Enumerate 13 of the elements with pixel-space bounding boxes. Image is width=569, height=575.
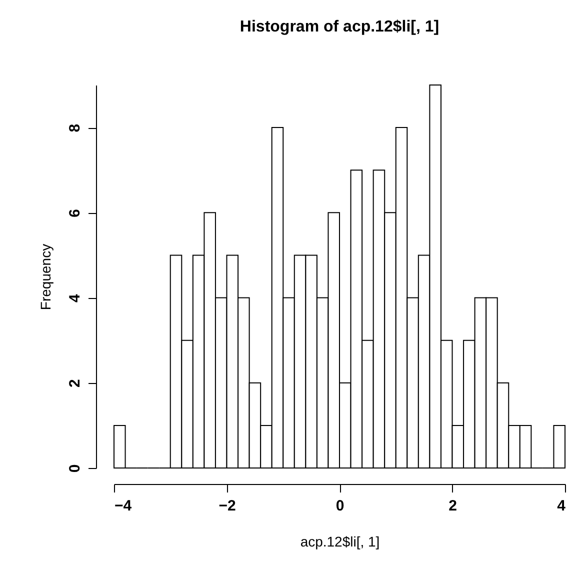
x-tick-label: 0: [336, 498, 344, 514]
x-tick-label: −4: [114, 498, 132, 514]
x-axis-title: acp.12$li[, 1]: [300, 534, 380, 550]
y-tick-label: 0: [66, 464, 84, 473]
y-tick-label: 6: [66, 208, 84, 218]
x-tick-label: −2: [218, 498, 236, 514]
y-tick-label: 2: [66, 379, 84, 388]
y-axis-title: Frequency: [38, 244, 54, 310]
y-tick-label: 8: [66, 124, 84, 132]
x-tick-label: 2: [448, 498, 457, 514]
chart-title: Histogram of acp.12$li[, 1]: [240, 18, 440, 36]
x-tick-label: 4: [557, 498, 566, 514]
y-tick-label: 4: [66, 293, 84, 302]
